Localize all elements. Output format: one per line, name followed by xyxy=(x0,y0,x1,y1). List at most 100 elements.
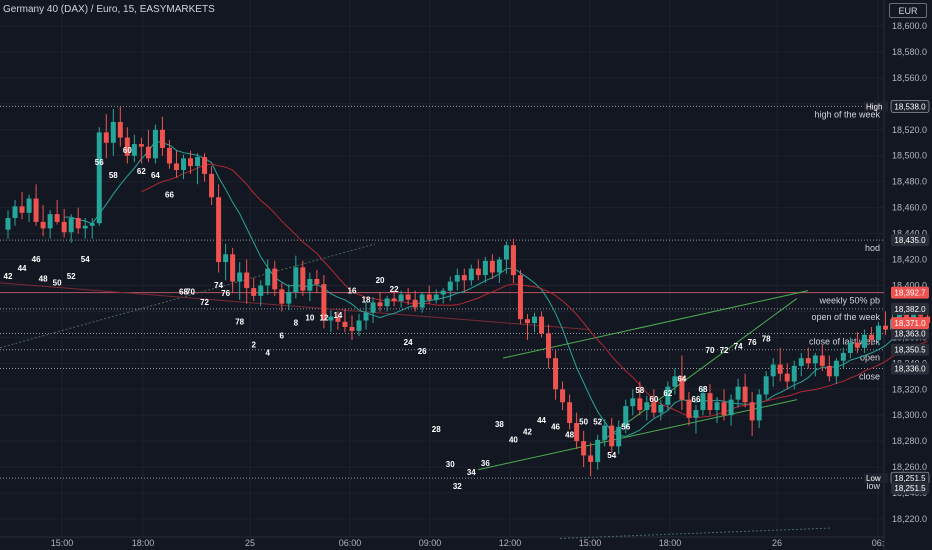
candle xyxy=(152,124,158,164)
candle xyxy=(181,154,186,180)
candle xyxy=(230,247,236,294)
candle xyxy=(265,259,271,295)
time-axis[interactable]: 15:00 18:00 25 06:00 09:00 12:00 15:00 18:00 26 0… xyxy=(51,538,885,548)
candle-body xyxy=(54,214,60,222)
candle xyxy=(279,282,285,312)
candle-body xyxy=(721,402,727,416)
candle-body xyxy=(26,198,32,213)
candle-body xyxy=(300,267,306,291)
candle xyxy=(328,310,334,333)
time-tick-label: 06:00 xyxy=(339,538,362,548)
candle xyxy=(349,315,355,340)
currency-button[interactable]: EUR xyxy=(889,3,927,18)
candle-body xyxy=(307,278,313,291)
price-tick-label: 18,580.0 xyxy=(892,47,927,57)
candle xyxy=(826,355,832,382)
candle-body xyxy=(110,122,116,143)
candle-body xyxy=(475,268,481,276)
candle xyxy=(581,430,587,468)
candle-body xyxy=(651,402,657,413)
candle-body xyxy=(742,386,748,403)
candle-body xyxy=(363,312,369,321)
candle-body xyxy=(567,402,573,423)
level-label: open of the week xyxy=(811,312,880,322)
wave-label: 52 xyxy=(67,272,76,281)
candle-body xyxy=(426,294,432,300)
candle-body xyxy=(258,285,264,296)
candle xyxy=(700,386,706,416)
candle xyxy=(356,314,362,337)
candle-body xyxy=(454,275,460,282)
candle-body xyxy=(868,334,874,340)
price-tick-label: 18,300.0 xyxy=(892,410,927,420)
candle-body xyxy=(714,402,720,411)
candle-body xyxy=(560,389,566,403)
candle xyxy=(567,394,573,430)
wave-label: 52 xyxy=(593,417,602,426)
candle-body xyxy=(798,358,804,366)
wave-label: 34 xyxy=(467,468,476,477)
candle-body xyxy=(216,197,222,263)
wave-label: 6 xyxy=(280,332,285,341)
candle-body xyxy=(517,275,523,320)
candle-body xyxy=(546,333,552,359)
candle xyxy=(496,256,502,283)
candle xyxy=(847,337,853,359)
candle-body xyxy=(103,132,109,143)
wave-label: 48 xyxy=(565,430,574,439)
price-axis[interactable]: 18,600.018,580.018,560.018,540.018,520.0… xyxy=(864,21,930,524)
candle-body xyxy=(117,122,123,138)
candle xyxy=(791,360,797,390)
extra-price-label: 18,251.5 xyxy=(894,484,926,493)
candle-body xyxy=(883,325,888,330)
candle xyxy=(686,391,692,426)
candle-body xyxy=(342,321,348,327)
wave-label: 16 xyxy=(348,286,357,295)
candle-body xyxy=(672,376,678,387)
price-tick-label: 18,440.0 xyxy=(892,229,927,239)
candle-body xyxy=(644,402,650,411)
wave-label: 64 xyxy=(151,171,160,180)
candle xyxy=(426,285,432,304)
candle xyxy=(209,166,215,206)
candle xyxy=(258,280,264,307)
candle-body xyxy=(145,146,151,159)
price-tick-label: 18,420.0 xyxy=(892,255,927,265)
candle-body xyxy=(96,132,102,224)
candle-body xyxy=(152,129,158,159)
candle xyxy=(335,311,341,330)
level-label: weekly 50% pb xyxy=(818,296,880,306)
candle-body xyxy=(314,278,320,285)
candle-body xyxy=(728,399,734,416)
level-label: hod xyxy=(865,243,880,253)
wave-label: 8 xyxy=(294,319,299,328)
time-tick-label: 09:00 xyxy=(419,538,442,548)
candle-body xyxy=(33,198,39,222)
candle-body xyxy=(679,376,685,400)
level-axis-label: 18,392.7 xyxy=(894,289,926,298)
wave-label: 78 xyxy=(235,317,244,326)
wave-label: 42 xyxy=(523,428,532,437)
candle xyxy=(777,347,783,382)
time-tick-label: 12:00 xyxy=(499,538,522,548)
candle-body xyxy=(595,439,601,462)
candle xyxy=(623,399,629,434)
wave-label: 66 xyxy=(165,190,174,199)
level-label: close xyxy=(859,372,880,382)
candle xyxy=(546,324,552,369)
candle-body xyxy=(532,316,537,324)
candle-body xyxy=(40,221,46,229)
candle xyxy=(110,109,116,156)
wave-label: 26 xyxy=(418,347,427,356)
level-axis-tag xyxy=(891,327,929,340)
time-tick-label: 15:00 xyxy=(51,538,74,548)
candle xyxy=(595,434,601,470)
candle-body xyxy=(279,289,285,304)
channel-upper-line xyxy=(502,290,809,359)
candle-body xyxy=(440,290,446,295)
wave-label: 58 xyxy=(109,171,118,180)
candle xyxy=(672,368,678,395)
level-axis-label: 18,538.0 xyxy=(894,102,926,111)
